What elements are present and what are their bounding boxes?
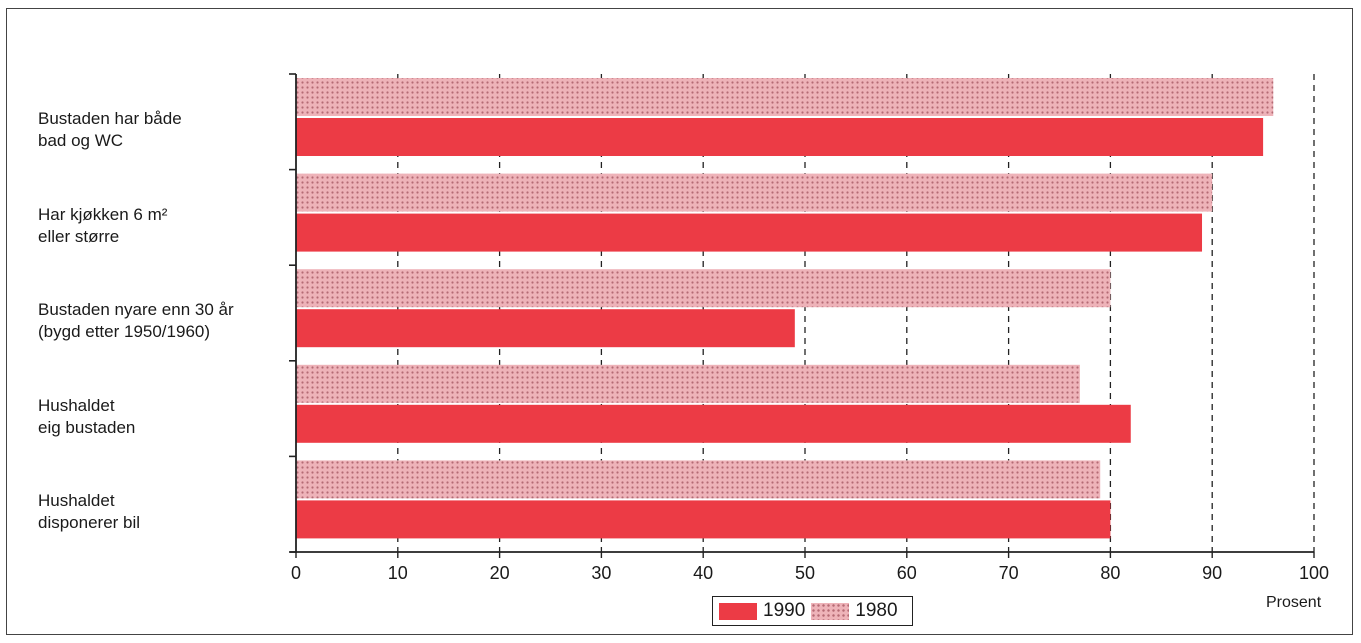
category-label-2: Bustaden nyare enn 30 år (bygd etter 1950… — [38, 299, 288, 343]
axes — [289, 73, 1315, 558]
chart-frame — [6, 8, 1353, 635]
category-label-0: Bustaden har både bad og WC — [38, 108, 288, 152]
legend-swatch-1990 — [719, 602, 757, 620]
bar-1980-4 — [296, 460, 1101, 499]
x-tick-label-30: 30 — [591, 563, 611, 583]
x-tick-label-40: 40 — [693, 563, 713, 583]
legend-item-1990: 1990 — [719, 600, 805, 622]
category-label-line: bad og WC — [38, 131, 124, 150]
category-label-line: disponerer bil — [38, 513, 141, 533]
bar-1990-3 — [296, 404, 1131, 443]
category-label-4: Hushaldet disponerer bil — [38, 490, 288, 534]
x-tick-label-100: 100 — [1299, 563, 1329, 583]
category-label-line: Har kjøkken 6 m² — [38, 204, 168, 224]
bar-1980-1 — [296, 173, 1213, 212]
category-label-line: Bustaden nyare enn 30 år — [38, 300, 234, 320]
legend-label-1990: 1990 — [763, 600, 806, 621]
bar-1990-2 — [296, 309, 795, 348]
category-label-line: Hushaldet — [38, 491, 115, 511]
legend-item-1980: 1980 — [811, 600, 898, 622]
category-label-line: Bustaden har både — [38, 109, 182, 128]
category-label-line: eller større — [38, 226, 120, 246]
x-tick-label-0: 0 — [291, 563, 301, 583]
legend: 1990 1980 — [712, 596, 913, 626]
x-tick-label-60: 60 — [897, 563, 917, 583]
x-axis-unit-label: Prosent — [1266, 594, 1322, 611]
x-tick-labels: 0 10 20 30 40 50 60 70 80 90 100 — [291, 563, 1329, 583]
x-tick-label-70: 70 — [999, 563, 1019, 583]
category-label-line: eig bustaden — [38, 417, 136, 437]
x-tick-label-10: 10 — [388, 563, 408, 583]
x-tick-label-90: 90 — [1202, 563, 1222, 583]
legend-swatch-1980 — [811, 602, 850, 620]
category-label-line: (bygd etter 1950/1960) — [38, 322, 211, 342]
bar-1980-3 — [296, 364, 1080, 403]
bar-1990-4 — [296, 500, 1111, 539]
legend-label-1980: 1980 — [855, 600, 898, 621]
category-label-1: Har kjøkken 6 m² eller større — [38, 204, 288, 248]
bar-1980-0 — [296, 78, 1274, 116]
x-tick-label-50: 50 — [795, 563, 815, 583]
category-label-3: Hushaldet eig bustaden — [38, 395, 288, 439]
bar-1980-2 — [296, 269, 1111, 308]
x-tick-label-80: 80 — [1100, 563, 1120, 583]
bar-1990-1 — [296, 213, 1203, 252]
bars — [296, 78, 1274, 539]
bar-1990-0 — [296, 118, 1264, 156]
x-tick-label-20: 20 — [490, 563, 510, 583]
category-label-line: Hushaldet — [38, 395, 115, 415]
